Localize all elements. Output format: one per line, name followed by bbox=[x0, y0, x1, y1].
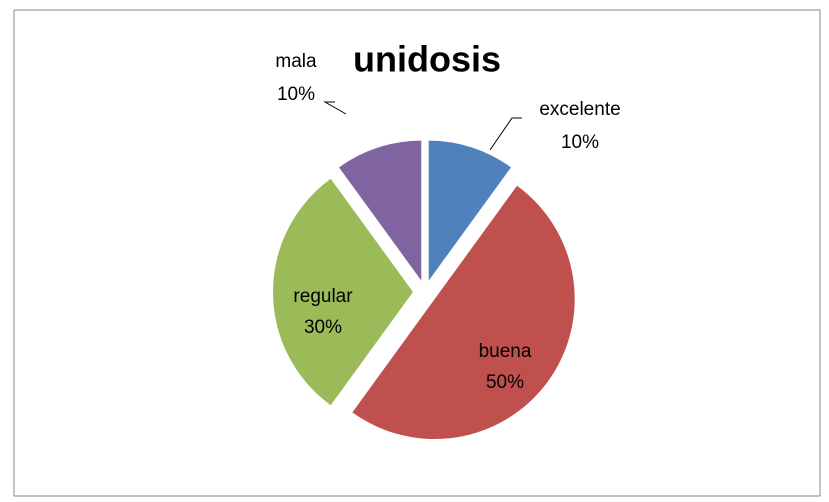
leader-line bbox=[489, 117, 522, 151]
value-label: 30% bbox=[304, 317, 342, 338]
category-label: mala bbox=[275, 51, 317, 72]
value-label: 50% bbox=[486, 372, 524, 393]
chart-title: unidosis bbox=[353, 39, 501, 80]
pie-slice bbox=[428, 140, 511, 281]
value-label: 10% bbox=[561, 132, 599, 153]
category-label: buena bbox=[479, 341, 532, 362]
pie-slice bbox=[339, 140, 422, 281]
pie-slice bbox=[272, 178, 413, 406]
category-label: excelente bbox=[539, 99, 620, 120]
leader-line bbox=[323, 101, 347, 115]
value-label: 10% bbox=[277, 84, 315, 105]
pie-slice bbox=[352, 185, 575, 440]
category-label: regular bbox=[293, 286, 353, 307]
